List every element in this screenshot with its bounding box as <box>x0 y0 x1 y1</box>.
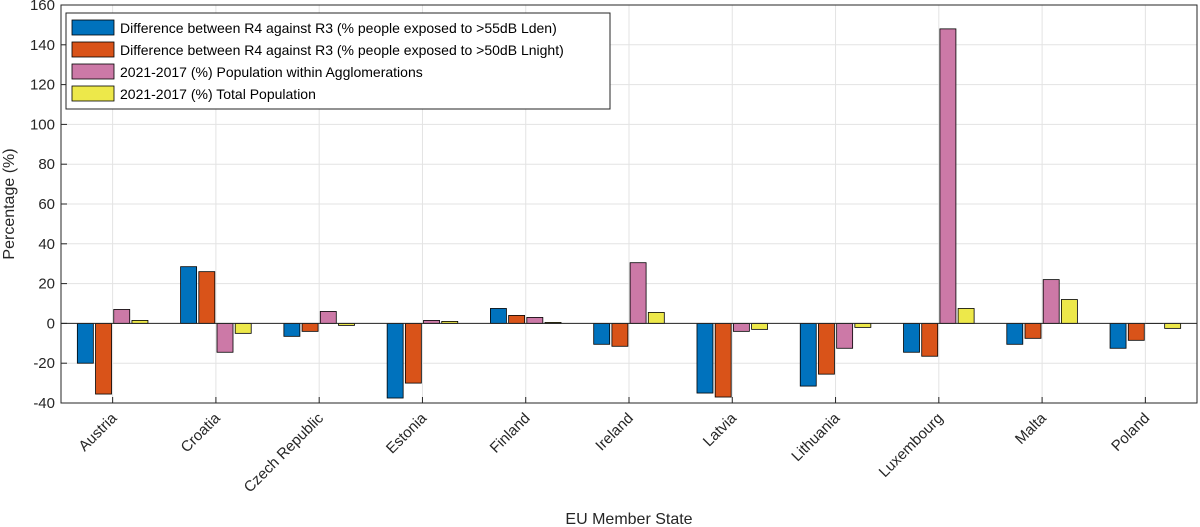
legend-swatch <box>71 41 115 58</box>
bar-poland-series-4 <box>1164 322 1182 329</box>
x-axis-title: EU Member State <box>565 511 692 527</box>
y-tick-label: 100 <box>30 116 55 133</box>
bar-lithuania-series-3 <box>836 322 854 349</box>
legend-swatch <box>71 85 115 102</box>
bar-austria-series-2 <box>95 322 112 395</box>
y-tick-label: 60 <box>38 196 55 213</box>
y-tick-label: 80 <box>38 156 55 173</box>
bar-estonia-series-1 <box>386 322 404 399</box>
bar-lithuania-series-1 <box>799 322 817 387</box>
x-tick-label: Finland <box>487 410 534 457</box>
legend-label: Difference between R4 against R3 (% peop… <box>120 20 557 36</box>
bar-malta-series-4 <box>1060 299 1078 324</box>
bar-finland-series-2 <box>508 315 526 324</box>
x-tick-label: Luxembourg <box>876 410 947 481</box>
y-tick-label: -20 <box>33 355 55 372</box>
bar-latvia-series-2 <box>714 322 732 398</box>
x-tick-label: Croatia <box>178 409 225 456</box>
bar-czech-republic-series-1 <box>283 322 301 337</box>
bar-austria-series-1 <box>76 322 94 364</box>
x-tick-label: Czech Republic <box>241 409 328 496</box>
y-axis-title: Percentage (%) <box>1 148 18 259</box>
bar-luxembourg-series-4 <box>957 308 975 324</box>
bar-lithuania-series-4 <box>854 322 872 328</box>
x-tick-label: Ireland <box>592 410 636 454</box>
bar-malta-series-1 <box>1006 322 1024 345</box>
y-tick-label: 120 <box>30 77 55 94</box>
bar-malta-series-2 <box>1024 322 1042 339</box>
bar-croatia-series-3 <box>216 322 234 353</box>
legend-box <box>65 12 611 110</box>
bar-latvia-series-4 <box>751 322 768 330</box>
bar-estonia-series-2 <box>404 322 422 384</box>
x-tick-label: Lithuania <box>788 409 844 465</box>
legend-swatch <box>71 63 115 80</box>
axes-box <box>60 4 1198 404</box>
bar-lithuania-series-2 <box>818 322 835 375</box>
bar-czech-republic-series-3 <box>319 311 337 324</box>
bar-croatia-series-4 <box>234 322 252 334</box>
x-tick-label: Latvia <box>700 409 741 450</box>
bar-croatia-series-1 <box>180 266 198 324</box>
legend: Difference between R4 against R3 (% peop… <box>65 12 611 110</box>
bar-latvia-series-1 <box>696 322 714 394</box>
legend-label: 2021-2017 (%) Total Population <box>120 86 316 102</box>
x-tick-label: Austria <box>75 409 120 454</box>
bar-finland-series-1 <box>490 308 507 324</box>
bar-luxembourg-series-2 <box>921 322 939 357</box>
bars <box>76 28 1182 399</box>
bar-ireland-series-4 <box>647 312 665 324</box>
legend-swatch <box>71 19 115 36</box>
bar-ireland-series-1 <box>593 322 611 345</box>
bar-malta-series-3 <box>1042 279 1060 324</box>
x-tick-label: Estonia <box>383 409 431 457</box>
x-tick-label: Poland <box>1108 410 1153 455</box>
bar-ireland-series-3 <box>629 262 647 324</box>
bar-latvia-series-3 <box>732 322 750 332</box>
legend-label: 2021-2017 (%) Population within Agglomer… <box>120 64 423 80</box>
bar-austria-series-3 <box>113 309 131 324</box>
bar-czech-republic-series-2 <box>301 322 319 332</box>
x-tick-label: Malta <box>1012 409 1050 447</box>
legend-label: Difference between R4 against R3 (% peop… <box>120 42 564 58</box>
bar-poland-series-2 <box>1127 322 1145 341</box>
bar-luxembourg-series-1 <box>903 322 920 353</box>
y-tick-label: -40 <box>33 395 55 412</box>
bar-luxembourg-series-3 <box>939 28 957 324</box>
y-tick-label: 140 <box>30 37 55 54</box>
bar-poland-series-1 <box>1109 322 1127 349</box>
y-tick-label: 160 <box>30 0 55 14</box>
y-tick-label: 0 <box>47 315 55 332</box>
bar-croatia-series-2 <box>198 271 216 324</box>
y-tick-label: 20 <box>38 276 55 293</box>
bar-ireland-series-2 <box>611 322 629 347</box>
bar-finland-series-3 <box>526 317 544 324</box>
y-tick-label: 40 <box>38 236 55 253</box>
